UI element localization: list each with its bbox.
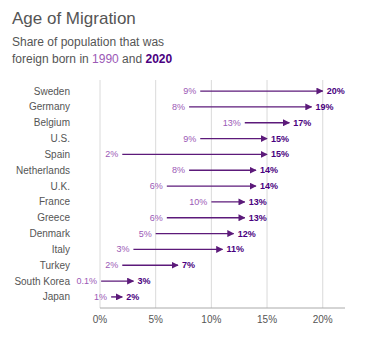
arrow <box>189 170 256 171</box>
subtitle: foreign born in 1990 and 2020 <box>12 52 172 66</box>
category-label: Italy <box>52 244 70 255</box>
arrow <box>101 280 133 281</box>
grid-line <box>155 80 156 308</box>
arrow <box>111 296 122 297</box>
data-label: 2% <box>105 149 118 159</box>
data-label: 7% <box>182 260 195 270</box>
data-label: 3% <box>116 244 129 254</box>
x-axis-line <box>100 308 345 309</box>
grid-line <box>100 80 101 308</box>
arrow <box>200 138 267 139</box>
category-label: Turkey <box>40 260 70 271</box>
data-label: 3% <box>137 276 150 286</box>
category-label: Netherlands <box>16 165 70 176</box>
arrow <box>200 90 322 91</box>
category-label: France <box>39 196 71 207</box>
data-label: 13% <box>249 197 267 207</box>
category-label: Greece <box>37 212 70 223</box>
grid-line <box>211 80 212 308</box>
data-label: 1% <box>94 292 107 302</box>
title: Age of Migration <box>12 9 136 28</box>
data-label: 17% <box>293 118 311 128</box>
arrow <box>167 217 245 218</box>
subtitle-series-name: 2020 <box>145 52 172 66</box>
arrow <box>189 106 312 107</box>
grid <box>100 80 323 308</box>
category-label: Spain <box>44 149 70 160</box>
subtitle-part: foreign born in <box>12 52 92 66</box>
chart-svg: Age of Migration Share of population that… <box>0 0 384 340</box>
tick-label: 10% <box>201 314 221 325</box>
data-label: 14% <box>260 165 278 175</box>
data-label: 8% <box>172 165 185 175</box>
data-label: 8% <box>172 102 185 112</box>
data-label: 2% <box>126 292 139 302</box>
data-label: 9% <box>183 86 196 96</box>
data-label: 5% <box>139 229 152 239</box>
data-label: 15% <box>271 134 289 144</box>
marks <box>101 91 323 297</box>
data-label: 2% <box>105 260 118 270</box>
tick-label: 15% <box>257 314 277 325</box>
data-label: 9% <box>183 134 196 144</box>
data-label: 13% <box>249 213 267 223</box>
arrow <box>122 265 178 266</box>
category-label: South Korea <box>14 276 70 287</box>
arrow <box>245 122 290 123</box>
tick-label: 5% <box>148 314 163 325</box>
arrow <box>156 233 234 234</box>
data-label: 6% <box>150 181 163 191</box>
grid-line <box>267 80 268 308</box>
arrow <box>133 249 222 250</box>
arrow <box>211 201 244 202</box>
category-label: U.S. <box>51 133 70 144</box>
data-label: 12% <box>238 229 256 239</box>
grid-line <box>322 80 323 308</box>
data-label: 11% <box>227 244 245 254</box>
category-label: Denmark <box>29 228 71 239</box>
data-label: 15% <box>271 149 289 159</box>
category-label: Germany <box>29 101 70 112</box>
data-label: 10% <box>189 197 207 207</box>
data-label: 14% <box>260 181 278 191</box>
subtitle-series-name: 1990 <box>92 52 119 66</box>
data-label: 13% <box>223 118 241 128</box>
tick-label: 0% <box>93 314 108 325</box>
data-label: 20% <box>327 86 345 96</box>
chart-container: Age of Migration Share of population that… <box>0 0 384 340</box>
category-label: Japan <box>43 291 70 302</box>
subtitle-part: and <box>119 52 146 66</box>
category-label: U.K. <box>51 181 70 192</box>
tick-label: 20% <box>313 314 333 325</box>
subtitle: Share of population that was <box>12 35 164 49</box>
data-label: 0.1% <box>77 276 98 286</box>
category-label: Belgium <box>34 117 70 128</box>
data-label: 19% <box>316 102 334 112</box>
category-label: Sweden <box>34 86 70 97</box>
arrow <box>167 185 256 186</box>
data-label: 6% <box>150 213 163 223</box>
arrow <box>122 154 267 155</box>
